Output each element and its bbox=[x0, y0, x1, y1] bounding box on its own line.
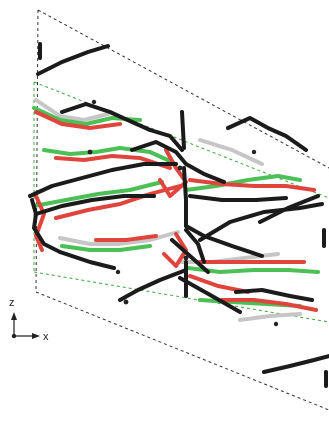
axis-origin-dot bbox=[11, 333, 17, 339]
fragment-top-left bbox=[36, 42, 110, 76]
axis-indicator: z x bbox=[9, 297, 49, 343]
x-axis-label: x bbox=[43, 331, 49, 343]
unit-cell-left-edge bbox=[35, 9, 39, 293]
x-axis-arrowhead bbox=[32, 333, 40, 339]
atom-markers bbox=[87, 99, 279, 327]
atom-marker bbox=[251, 149, 257, 155]
z-axis-label: z bbox=[9, 297, 15, 309]
molecule-grey-layer bbox=[34, 98, 302, 322]
atom-marker bbox=[115, 269, 121, 275]
unit-cell-bottom-edge bbox=[35, 291, 329, 411]
atom-marker bbox=[91, 99, 97, 105]
z-axis-arrowhead bbox=[11, 312, 17, 320]
atom-marker bbox=[177, 165, 183, 171]
atom-marker bbox=[87, 149, 93, 155]
atom-marker bbox=[183, 255, 189, 261]
inner-cell-outline bbox=[33, 81, 329, 323]
molecule-black-layer bbox=[28, 102, 329, 388]
unit-cell-outline bbox=[35, 9, 329, 411]
atom-marker bbox=[273, 321, 279, 327]
unit-cell-top-edge bbox=[37, 9, 329, 169]
inner-cell-bottom-edge bbox=[33, 271, 329, 323]
inner-cell-top-edge bbox=[33, 81, 329, 199]
atom-marker bbox=[123, 299, 129, 305]
